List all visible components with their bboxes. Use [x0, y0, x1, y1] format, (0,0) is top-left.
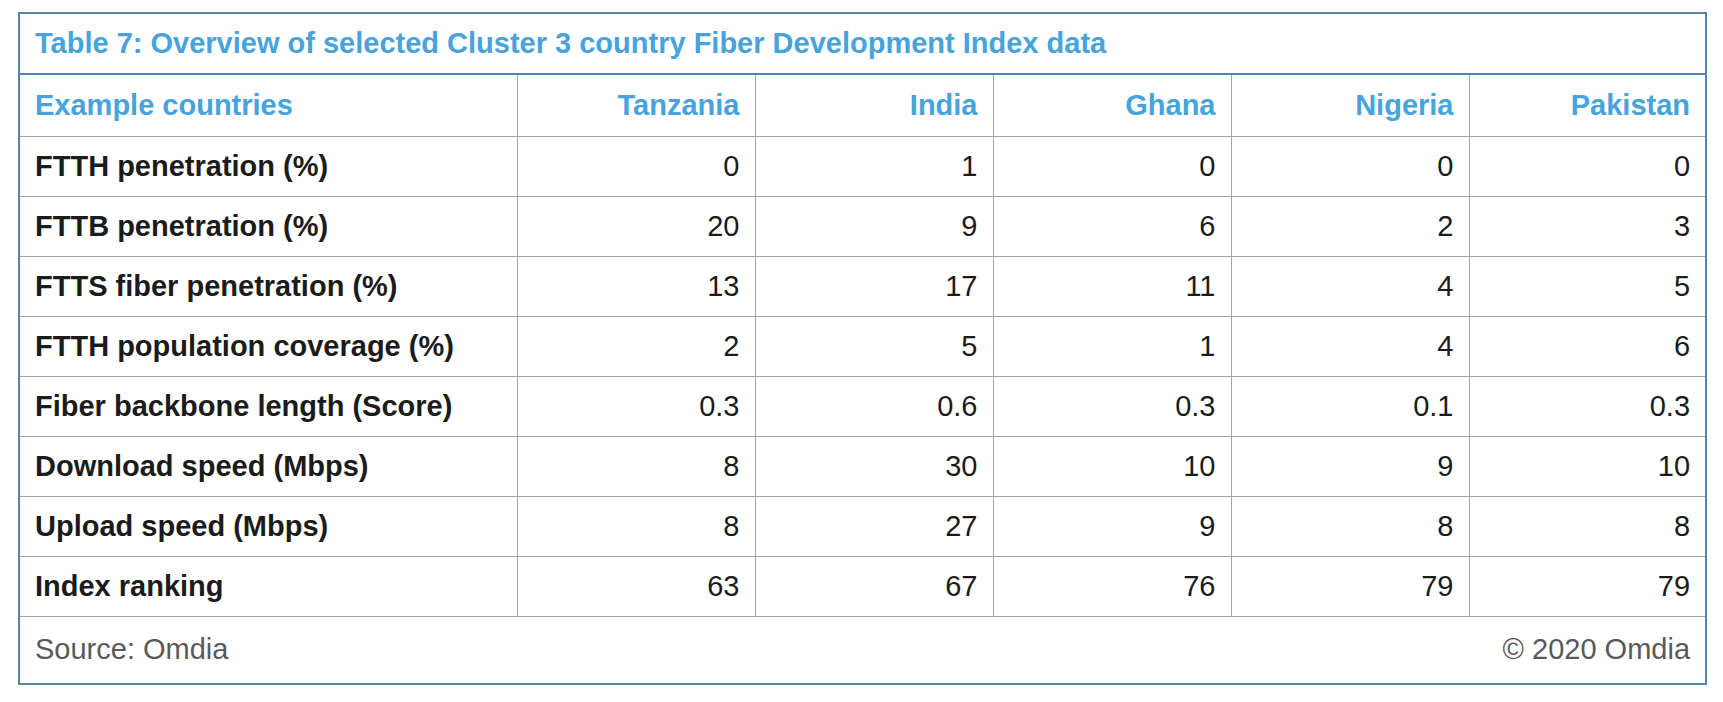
fiber-development-index-table: Table 7: Overview of selected Cluster 3 …	[18, 12, 1707, 685]
table-footer-row: Source: Omdia © 2020 Omdia	[19, 616, 1706, 684]
cell-value: 0	[1231, 136, 1469, 196]
cell-value: 17	[755, 256, 993, 316]
header-country-pakistan: Pakistan	[1469, 74, 1706, 136]
cell-value: 5	[1469, 256, 1706, 316]
header-country-ghana: Ghana	[993, 74, 1231, 136]
cell-value: 8	[1469, 496, 1706, 556]
table-row-ftth-population-coverage: FTTH population coverage (%) 2 5 1 4 6	[19, 316, 1706, 376]
cell-value: 0.6	[755, 376, 993, 436]
cell-value: 0	[1469, 136, 1706, 196]
cell-value: 0.3	[993, 376, 1231, 436]
cell-value: 2	[517, 316, 755, 376]
row-label: FTTH penetration (%)	[19, 136, 517, 196]
cell-value: 20	[517, 196, 755, 256]
row-label: Upload speed (Mbps)	[19, 496, 517, 556]
cell-value: 10	[993, 436, 1231, 496]
cell-value: 0	[993, 136, 1231, 196]
cell-value: 79	[1469, 556, 1706, 616]
cell-value: 0.3	[517, 376, 755, 436]
cell-value: 1	[755, 136, 993, 196]
table-row-fiber-backbone-length: Fiber backbone length (Score) 0.3 0.6 0.…	[19, 376, 1706, 436]
header-example-countries: Example countries	[19, 74, 517, 136]
cell-value: 67	[755, 556, 993, 616]
cell-value: 1	[993, 316, 1231, 376]
cell-value: 13	[517, 256, 755, 316]
cell-value: 2	[1231, 196, 1469, 256]
table-title-row: Table 7: Overview of selected Cluster 3 …	[19, 13, 1706, 74]
table-header-row: Example countries Tanzania India Ghana N…	[19, 74, 1706, 136]
header-country-india: India	[755, 74, 993, 136]
table-row-index-ranking: Index ranking 63 67 76 79 79	[19, 556, 1706, 616]
table-row-upload-speed: Upload speed (Mbps) 8 27 9 8 8	[19, 496, 1706, 556]
row-label: FTTS fiber penetration (%)	[19, 256, 517, 316]
cell-value: 11	[993, 256, 1231, 316]
row-label: Download speed (Mbps)	[19, 436, 517, 496]
cell-value: 4	[1231, 316, 1469, 376]
cell-value: 30	[755, 436, 993, 496]
cell-value: 4	[1231, 256, 1469, 316]
cell-value: 0	[517, 136, 755, 196]
cell-value: 5	[755, 316, 993, 376]
table-row-download-speed: Download speed (Mbps) 8 30 10 9 10	[19, 436, 1706, 496]
cell-value: 3	[1469, 196, 1706, 256]
cell-value: 6	[1469, 316, 1706, 376]
cell-value: 27	[755, 496, 993, 556]
header-country-nigeria: Nigeria	[1231, 74, 1469, 136]
cell-value: 79	[1231, 556, 1469, 616]
table-row-ftth-penetration: FTTH penetration (%) 0 1 0 0 0	[19, 136, 1706, 196]
cell-value: 8	[1231, 496, 1469, 556]
header-country-tanzania: Tanzania	[517, 74, 755, 136]
table-row-ftts-fiber-penetration: FTTS fiber penetration (%) 13 17 11 4 5	[19, 256, 1706, 316]
cell-value: 76	[993, 556, 1231, 616]
cell-value: 8	[517, 496, 755, 556]
cell-value: 9	[755, 196, 993, 256]
row-label: FTTH population coverage (%)	[19, 316, 517, 376]
table-title: Table 7: Overview of selected Cluster 3 …	[19, 13, 1706, 74]
cell-value: 0.3	[1469, 376, 1706, 436]
cell-value: 8	[517, 436, 755, 496]
table-row-fttb-penetration: FTTB penetration (%) 20 9 6 2 3	[19, 196, 1706, 256]
row-label: Index ranking	[19, 556, 517, 616]
cell-value: 10	[1469, 436, 1706, 496]
cell-value: 9	[993, 496, 1231, 556]
row-label: FTTB penetration (%)	[19, 196, 517, 256]
copyright-note: © 2020 Omdia	[1503, 633, 1690, 666]
cell-value: 0.1	[1231, 376, 1469, 436]
row-label: Fiber backbone length (Score)	[19, 376, 517, 436]
cell-value: 63	[517, 556, 755, 616]
cell-value: 9	[1231, 436, 1469, 496]
source-note: Source: Omdia	[35, 633, 228, 666]
cell-value: 6	[993, 196, 1231, 256]
